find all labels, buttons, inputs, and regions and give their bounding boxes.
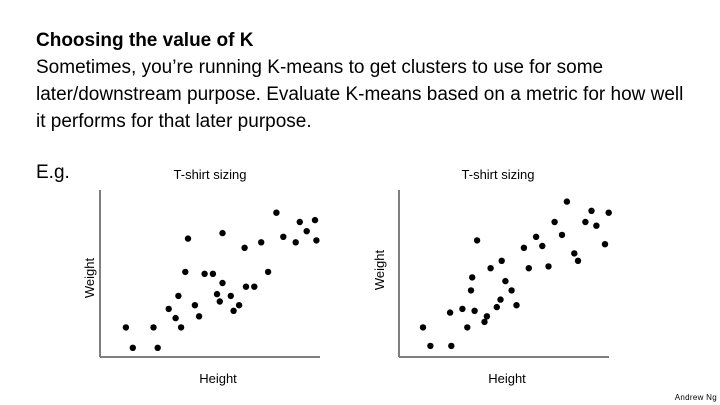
- data-point: [498, 257, 505, 264]
- data-point: [481, 318, 488, 326]
- data-point: [280, 233, 287, 240]
- slide-body-text: Sometimes, you’re running K-means to get…: [36, 57, 684, 132]
- chart-left-points: [122, 209, 320, 351]
- data-point: [230, 307, 237, 314]
- data-point: [467, 287, 475, 294]
- data-point: [473, 237, 481, 244]
- data-point: [311, 216, 319, 224]
- data-point: [216, 298, 223, 305]
- data-point: [513, 302, 520, 309]
- data-point: [213, 290, 221, 298]
- data-point: [264, 268, 272, 276]
- data-point: [303, 228, 310, 235]
- chart-left-y-label: Weight: [82, 258, 97, 299]
- data-point: [195, 313, 203, 320]
- data-point: [201, 270, 208, 277]
- data-point: [165, 305, 172, 313]
- chart-right-title: T-shirt sizing: [462, 167, 535, 182]
- data-point: [177, 324, 185, 331]
- chart-right-y-label: Weight: [372, 250, 387, 291]
- data-point: [545, 263, 552, 270]
- data-point: [558, 231, 566, 239]
- example-label: E.g.: [36, 162, 70, 183]
- data-point: [182, 268, 189, 276]
- data-point: [571, 250, 578, 257]
- data-point: [150, 324, 157, 331]
- data-point: [242, 283, 250, 290]
- data-point: [483, 313, 491, 320]
- data-point: [539, 242, 546, 250]
- data-point: [582, 218, 589, 226]
- data-point: [191, 302, 199, 309]
- data-point: [532, 233, 540, 240]
- data-point: [448, 342, 455, 350]
- data-point: [209, 270, 217, 277]
- data-point: [172, 314, 179, 322]
- data-point: [459, 305, 466, 313]
- data-point: [464, 324, 471, 331]
- data-point: [258, 239, 265, 246]
- data-point: [273, 209, 280, 216]
- data-point: [154, 344, 161, 351]
- data-point: [227, 292, 234, 300]
- data-point: [508, 287, 515, 294]
- data-point: [551, 218, 558, 226]
- chart-right-x-label: Height: [488, 371, 526, 386]
- data-point: [601, 241, 609, 248]
- data-point: [574, 257, 582, 264]
- data-point: [497, 296, 504, 303]
- data-point: [469, 274, 476, 281]
- data-point: [446, 309, 454, 316]
- data-point: [588, 207, 595, 214]
- slide-title: Choosing the value of K: [36, 30, 254, 51]
- data-point: [487, 265, 494, 272]
- data-point: [313, 237, 320, 244]
- data-point: [605, 209, 612, 216]
- data-point: [419, 324, 427, 331]
- chart-left-x-label: Height: [199, 371, 237, 386]
- data-point: [129, 344, 136, 351]
- data-point: [427, 342, 434, 350]
- attribution: Andrew Ng: [674, 393, 717, 402]
- data-point: [122, 324, 130, 331]
- data-point: [520, 244, 528, 251]
- data-point: [251, 283, 258, 290]
- data-point: [296, 218, 303, 226]
- chart-right-points: [419, 198, 612, 350]
- data-point: [184, 235, 192, 242]
- data-point: [219, 279, 226, 287]
- chart-left-title: T-shirt sizing: [174, 167, 247, 182]
- data-point: [219, 229, 226, 237]
- data-point: [563, 198, 571, 205]
- data-point: [493, 303, 500, 311]
- data-point: [292, 239, 299, 246]
- data-point: [175, 292, 182, 300]
- data-point: [525, 265, 532, 272]
- data-point: [502, 277, 509, 285]
- data-point: [593, 222, 600, 229]
- data-point: [471, 307, 478, 314]
- data-point: [235, 302, 243, 309]
- data-point: [241, 244, 248, 251]
